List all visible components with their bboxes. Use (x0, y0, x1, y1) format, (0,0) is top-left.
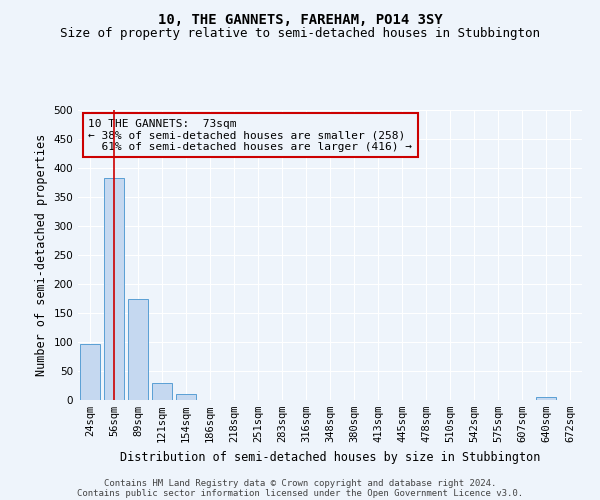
Bar (80, 344, 100, 400)
Bar (152, 382, 172, 400)
Text: Size of property relative to semi-detached houses in Stubbington: Size of property relative to semi-detach… (60, 28, 540, 40)
Text: Contains HM Land Registry data © Crown copyright and database right 2024.: Contains HM Land Registry data © Crown c… (104, 478, 496, 488)
Text: 10 THE GANNETS:  73sqm
← 38% of semi-detached houses are smaller (258)
  61% of : 10 THE GANNETS: 73sqm ← 38% of semi-deta… (88, 118, 412, 152)
Bar (536, 397, 556, 400)
Y-axis label: Number of semi-detached properties: Number of semi-detached properties (35, 134, 48, 376)
Bar (176, 394, 196, 400)
Text: Contains public sector information licensed under the Open Government Licence v3: Contains public sector information licen… (77, 488, 523, 498)
Bar (104, 178, 124, 400)
Bar (128, 299, 148, 400)
Text: 10, THE GANNETS, FAREHAM, PO14 3SY: 10, THE GANNETS, FAREHAM, PO14 3SY (158, 12, 442, 26)
X-axis label: Distribution of semi-detached houses by size in Stubbington: Distribution of semi-detached houses by … (120, 450, 540, 464)
